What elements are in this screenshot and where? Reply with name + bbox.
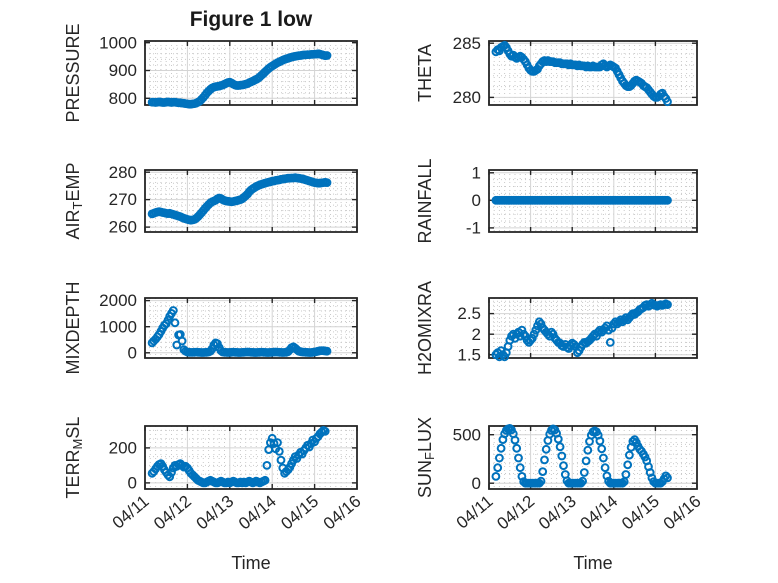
data-point-markers	[491, 424, 672, 488]
y-axis-label: PRESSURE	[63, 23, 83, 122]
y-tick-labels: 0 500	[453, 425, 481, 493]
svg-text:04/15: 04/15	[277, 492, 322, 534]
subplot-terr-msl: 0 200 TERRMSL 04/11 04/12 04/13 04/14 04/15 04/1…	[63, 417, 365, 534]
data-point-markers	[147, 173, 332, 225]
subplot-mixdepth: 0 1000 2000 MIXDEPTH	[63, 281, 358, 375]
svg-text:900: 900	[109, 61, 137, 80]
y-tick-labels: 0 200	[109, 439, 137, 493]
svg-text:1000: 1000	[99, 317, 137, 336]
y-axis-label: TERRMSL	[63, 417, 85, 499]
axes-box	[144, 425, 358, 490]
svg-text:1.5: 1.5	[457, 345, 481, 364]
svg-text:2000: 2000	[99, 291, 137, 310]
y-tick-labels: 800 900 1000	[99, 33, 137, 108]
data-point-markers	[491, 40, 672, 107]
svg-text:285: 285	[453, 34, 481, 53]
y-axis-label: THETA	[415, 44, 435, 102]
svg-text:04/14: 04/14	[577, 492, 622, 534]
subplot-svg: 1.52 2.5 H2OMIXRA	[415, 281, 698, 375]
data-point-markers	[147, 49, 332, 109]
y-tick-labels: 0 1000 2000	[99, 291, 137, 362]
subplot-svg: 280 285 THETA	[415, 34, 698, 107]
axes-box	[488, 297, 698, 359]
subplot-svg: 800 900 1000 PRESSURE	[63, 23, 358, 123]
svg-text:800: 800	[109, 89, 137, 108]
data-point-markers	[147, 426, 330, 488]
subplot-theta: 280 285 THETA	[415, 34, 698, 107]
axes-box	[488, 169, 698, 233]
svg-text:04/12: 04/12	[493, 492, 538, 534]
x-axis-label-right: Time	[573, 553, 613, 573]
svg-text:1000: 1000	[99, 33, 137, 52]
svg-text:0: 0	[128, 474, 137, 493]
svg-text:04/11: 04/11	[453, 492, 497, 533]
svg-text:04/13: 04/13	[193, 492, 238, 534]
subplot-air-temp: 260 270 280 AIRTEMP	[63, 163, 358, 239]
svg-text:0: 0	[128, 343, 137, 362]
minor-grid	[489, 170, 697, 232]
subplot-sun-flux: 0 500 SUNFLUX 04/11 04/12 04/13 04/14 04/15 04/1…	[415, 417, 705, 533]
svg-text:THETA: THETA	[415, 44, 435, 102]
svg-text:200: 200	[109, 439, 137, 458]
axes-box	[144, 169, 358, 233]
subplot-svg: -1 0 1 RAINFALL	[415, 158, 698, 244]
svg-text:04/13: 04/13	[535, 492, 580, 534]
y-axis-label: H2OMIXRA	[415, 281, 435, 375]
y-tick-labels: 280 285	[453, 34, 481, 107]
svg-text:04/11: 04/11	[109, 492, 153, 533]
y-tick-labels: 260 270 280	[109, 163, 137, 237]
subplot-pressure: 800 900 1000 PRESSURE	[63, 23, 358, 123]
axes-box	[488, 40, 698, 106]
y-tick-labels: -1 0 1	[466, 163, 481, 237]
data-point-markers	[147, 306, 332, 357]
svg-text:04/14: 04/14	[235, 492, 280, 534]
svg-text:04/16: 04/16	[660, 492, 705, 534]
subplot-svg: 0 200 TERRMSL 04/1104/1204/1304/1404/1504/1…	[63, 417, 365, 534]
subplot-rainfall: -1 0 1 RAINFALL	[415, 158, 698, 244]
x-axis-label-left: Time	[231, 553, 271, 573]
svg-text:04/12: 04/12	[150, 492, 195, 534]
y-axis-label: AIRTEMP	[63, 163, 85, 240]
svg-text:H2OMIXRA: H2OMIXRA	[415, 281, 435, 375]
svg-text:2: 2	[472, 325, 481, 344]
svg-text:2.5: 2.5	[457, 304, 481, 323]
axes-box	[144, 297, 358, 359]
data-point-markers	[491, 195, 672, 205]
svg-text:SUNFLUX: SUNFLUX	[415, 417, 437, 498]
figure-title: Figure 1 low	[189, 8, 313, 31]
svg-text:04/16: 04/16	[320, 492, 365, 534]
y-tick-labels: 1.52 2.5	[457, 304, 481, 364]
svg-text:260: 260	[109, 218, 137, 237]
svg-text:280: 280	[109, 163, 137, 182]
svg-text:AIRTEMP: AIRTEMP	[63, 163, 85, 240]
subplot-svg: 260 270 280 AIRTEMP	[63, 163, 358, 239]
subplot-svg: 0 500 SUNFLUX 04/1104/1204/1304/1404/1504/1…	[415, 417, 705, 533]
y-axis-label: MIXDEPTH	[63, 281, 83, 374]
axes-box	[488, 425, 698, 490]
svg-text:RAINFALL: RAINFALL	[415, 158, 435, 243]
y-axis-label: SUNFLUX	[415, 417, 437, 498]
svg-text:0: 0	[472, 474, 481, 493]
data-point-markers	[491, 298, 672, 362]
svg-text:MIXDEPTH: MIXDEPTH	[63, 281, 83, 374]
svg-text:280: 280	[453, 88, 481, 107]
svg-text:270: 270	[109, 190, 137, 209]
svg-text:TERRMSL: TERRMSL	[63, 417, 85, 499]
svg-text:-1: -1	[466, 219, 481, 238]
svg-text:500: 500	[453, 425, 481, 444]
y-axis-label: RAINFALL	[415, 158, 435, 243]
svg-text:1: 1	[472, 163, 481, 182]
svg-text:04/15: 04/15	[618, 492, 663, 534]
subplot-svg: 0 1000 2000 MIXDEPTH	[63, 281, 358, 375]
minor-grid	[145, 41, 357, 105]
subplot-h2omixra: 1.5 2 2.5 H2OMIXRA	[415, 281, 698, 375]
svg-text:PRESSURE: PRESSURE	[63, 23, 83, 122]
axes-box	[144, 40, 358, 106]
svg-text:0: 0	[472, 191, 481, 210]
